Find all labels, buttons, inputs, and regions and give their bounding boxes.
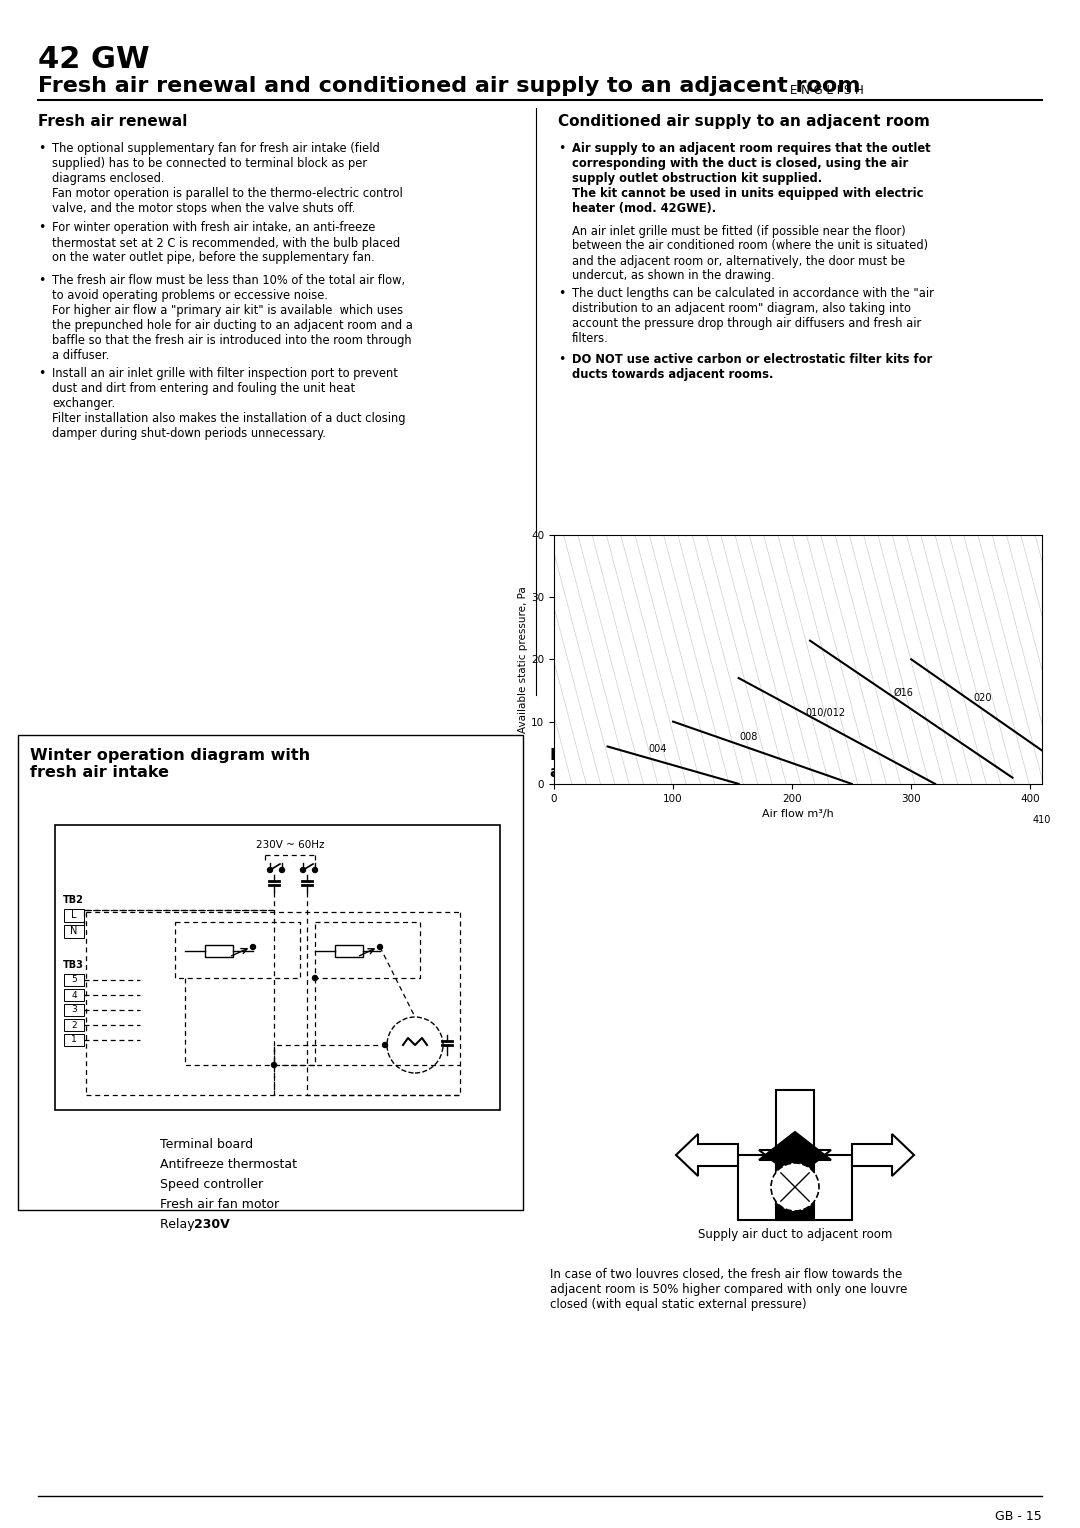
Text: •: • <box>38 142 45 154</box>
Text: •: • <box>38 274 45 287</box>
Text: N: N <box>70 926 78 937</box>
Bar <box>18 735 523 1210</box>
Bar <box>55 825 500 1109</box>
Text: 2: 2 <box>71 1021 77 1030</box>
Text: For winter operation with fresh air intake, an anti-freeze
thermostat set at 2 C: For winter operation with fresh air inta… <box>52 222 400 264</box>
Bar <box>64 989 84 1001</box>
Text: The duct lengths can be calculated in accordance with the "air
distribution to a: The duct lengths can be calculated in ac… <box>572 287 934 345</box>
Text: L: L <box>71 911 77 920</box>
Text: 020: 020 <box>973 692 991 703</box>
Text: The fresh air flow must be less than 10% of the total air flow,
to avoid operati: The fresh air flow must be less than 10%… <box>52 274 413 362</box>
Bar <box>738 1155 852 1219</box>
Text: Diagram of conditioned air supply to an
adjacent room: one louvre closed: Diagram of conditioned air supply to an … <box>550 749 910 781</box>
Text: DO NOT use active carbon or electrostatic filter kits for
ducts towards adjacent: DO NOT use active carbon or electrostati… <box>572 353 932 380</box>
Circle shape <box>268 868 272 872</box>
Text: Winter operation diagram with
fresh air intake: Winter operation diagram with fresh air … <box>30 749 310 781</box>
Text: 42 GW: 42 GW <box>38 44 150 73</box>
Circle shape <box>271 1062 276 1068</box>
Text: •: • <box>558 142 565 154</box>
Text: TB2: TB2 <box>63 895 84 905</box>
Bar <box>64 1034 84 1047</box>
X-axis label: Air flow m³/h: Air flow m³/h <box>762 810 834 819</box>
Text: 5: 5 <box>71 975 77 984</box>
Text: Terminal board: Terminal board <box>160 1138 253 1151</box>
Text: Supply air duct to adjacent room: Supply air duct to adjacent room <box>698 1229 892 1241</box>
Text: 230V: 230V <box>194 1218 230 1232</box>
Text: 008: 008 <box>739 732 757 741</box>
Text: •: • <box>38 367 45 380</box>
Circle shape <box>387 1018 443 1073</box>
Text: Ø16: Ø16 <box>893 688 913 697</box>
Bar <box>64 909 84 921</box>
Text: 230V ~ 60Hz: 230V ~ 60Hz <box>256 840 324 850</box>
Text: The optional supplementary fan for fresh air intake (field
supplied) has to be c: The optional supplementary fan for fresh… <box>52 142 403 215</box>
Text: E N G L I S H: E N G L I S H <box>789 84 864 96</box>
Text: 004: 004 <box>648 744 666 755</box>
Circle shape <box>382 1042 388 1048</box>
Text: 010/012: 010/012 <box>805 709 845 718</box>
FancyArrow shape <box>759 1089 831 1178</box>
Circle shape <box>312 868 318 872</box>
Text: Install an air inlet grille with filter inspection port to prevent
dust and dirt: Install an air inlet grille with filter … <box>52 367 405 440</box>
Circle shape <box>378 944 382 949</box>
Bar <box>64 1004 84 1016</box>
Bar <box>64 924 84 938</box>
FancyArrow shape <box>852 1134 914 1177</box>
Bar <box>64 1019 84 1031</box>
Text: Speed controller: Speed controller <box>160 1178 264 1190</box>
Text: Air supply to an adjacent room requires that the outlet
corresponding with the d: Air supply to an adjacent room requires … <box>572 142 931 215</box>
Text: In case of two louvres closed, the fresh air flow towards the
adjacent room is 5: In case of two louvres closed, the fresh… <box>550 1268 907 1311</box>
Bar <box>205 944 233 957</box>
Text: Fresh air renewal and conditioned air supply to an adjacent room: Fresh air renewal and conditioned air su… <box>38 76 861 96</box>
Circle shape <box>771 1163 819 1212</box>
Text: 3: 3 <box>71 1005 77 1015</box>
Bar <box>64 973 84 986</box>
FancyArrow shape <box>676 1134 738 1177</box>
Text: An air inlet grille must be fitted (if possible near the floor)
between the air : An air inlet grille must be fitted (if p… <box>572 209 928 283</box>
Circle shape <box>280 868 284 872</box>
Y-axis label: Available static pressure, Pa: Available static pressure, Pa <box>518 585 528 733</box>
Text: GB - 15: GB - 15 <box>996 1510 1042 1523</box>
Text: 410: 410 <box>1032 814 1052 825</box>
FancyArrow shape <box>759 1132 831 1219</box>
Text: 1: 1 <box>71 1036 77 1045</box>
Bar <box>335 944 363 957</box>
Text: TB3: TB3 <box>63 960 84 970</box>
Text: 4: 4 <box>71 990 77 999</box>
Text: •: • <box>558 287 565 299</box>
Text: Conditioned air supply to an adjacent room: Conditioned air supply to an adjacent ro… <box>558 115 930 128</box>
Text: Fresh air renewal: Fresh air renewal <box>38 115 187 128</box>
Text: Fresh air fan motor: Fresh air fan motor <box>160 1198 279 1212</box>
Text: •: • <box>38 222 45 234</box>
Circle shape <box>300 868 306 872</box>
Circle shape <box>251 944 256 949</box>
Text: •: • <box>558 353 565 367</box>
Text: Antifreeze thermostat: Antifreeze thermostat <box>160 1158 297 1170</box>
Circle shape <box>312 975 318 981</box>
Text: Relay: Relay <box>160 1218 199 1232</box>
